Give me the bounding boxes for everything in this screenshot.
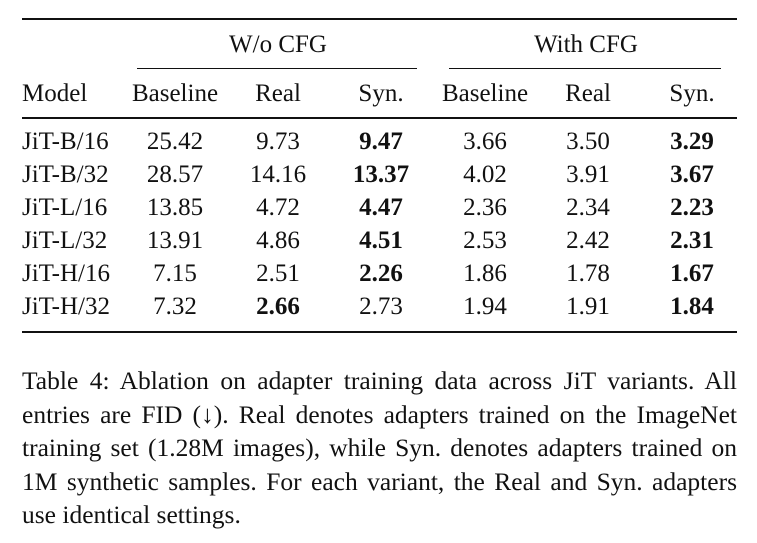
column-header: Syn. — [669, 80, 715, 107]
header-rule — [22, 117, 737, 119]
column-header: Syn. — [358, 80, 404, 107]
column-header: Baseline — [441, 80, 529, 107]
group-header-wo-cfg: W/o CFG — [229, 31, 327, 58]
bottom-rule — [22, 331, 737, 333]
fid-value-cell: 2.66 — [256, 293, 300, 320]
fid-value-cell: 1.91 — [566, 293, 610, 320]
top-rule — [22, 18, 737, 20]
model-name-cell: JiT-H/32 — [22, 293, 110, 320]
fid-value-cell: 4.51 — [359, 227, 403, 254]
table-caption: Table 4: Ablation on adapter training da… — [22, 366, 737, 529]
model-name-cell: JiT-H/16 — [22, 260, 110, 287]
fid-value-cell: 2.36 — [463, 194, 507, 221]
fid-value-cell: 4.47 — [359, 194, 403, 221]
fid-value-cell: 13.85 — [146, 194, 204, 221]
column-header: Model — [22, 80, 88, 107]
fid-value-cell: 28.57 — [146, 161, 204, 188]
column-header: Real — [255, 80, 301, 107]
fid-value-cell: 1.67 — [670, 260, 714, 287]
fid-value-cell: 1.94 — [463, 293, 507, 320]
fid-value-cell: 2.31 — [670, 227, 714, 254]
fid-value-cell: 3.66 — [463, 128, 507, 155]
fid-value-cell: 13.91 — [146, 227, 204, 254]
fid-value-cell: 25.42 — [146, 128, 204, 155]
fid-value-cell: 3.50 — [566, 128, 610, 155]
fid-value-cell: 7.32 — [153, 293, 197, 320]
group-header-with-cfg: With CFG — [534, 31, 638, 58]
fid-value-cell: 3.67 — [670, 161, 714, 188]
fid-value-cell: 9.47 — [359, 128, 403, 155]
fid-value-cell: 2.26 — [359, 260, 403, 287]
fid-value-cell: 7.15 — [153, 260, 197, 287]
fid-value-cell: 1.78 — [566, 260, 610, 287]
fid-value-cell: 4.02 — [463, 161, 507, 188]
fid-value-cell: 3.29 — [670, 128, 714, 155]
fid-value-cell: 1.86 — [463, 260, 507, 287]
fid-value-cell: 4.86 — [256, 227, 300, 254]
model-name-cell: JiT-B/32 — [22, 161, 109, 188]
fid-value-cell: 2.53 — [463, 227, 507, 254]
model-name-cell: JiT-L/32 — [22, 227, 108, 254]
model-name-cell: JiT-B/16 — [22, 128, 109, 155]
fid-value-cell: 2.23 — [670, 194, 714, 221]
fid-value-cell: 2.34 — [566, 194, 610, 221]
column-header: Baseline — [131, 80, 219, 107]
fid-value-cell: 1.84 — [670, 293, 714, 320]
fid-value-cell: 2.42 — [566, 227, 610, 254]
fid-value-cell: 9.73 — [256, 128, 300, 155]
model-name-cell: JiT-L/16 — [22, 194, 108, 221]
fid-value-cell: 13.37 — [352, 161, 410, 188]
fid-value-cell: 3.91 — [566, 161, 610, 188]
fid-value-cell: 2.51 — [256, 260, 300, 287]
fid-value-cell: 14.16 — [249, 161, 307, 188]
group-rule-wo-cfg — [137, 68, 417, 69]
group-rule-with-cfg — [449, 68, 721, 69]
column-header: Real — [565, 80, 611, 107]
fid-value-cell: 2.73 — [359, 293, 403, 320]
fid-value-cell: 4.72 — [256, 194, 300, 221]
